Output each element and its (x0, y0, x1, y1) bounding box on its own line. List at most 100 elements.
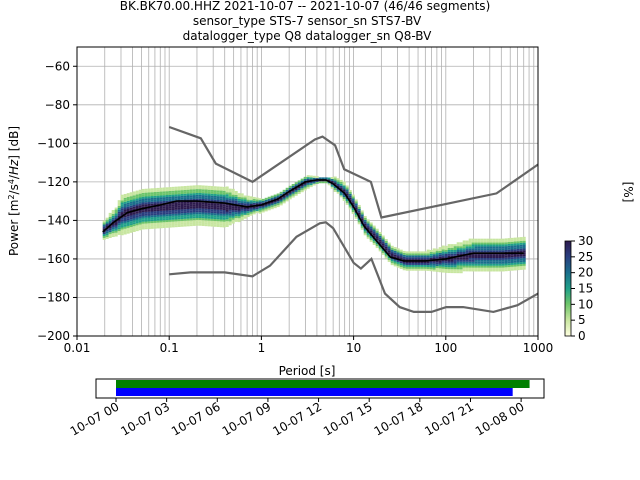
density-cell (156, 222, 160, 225)
density-cell (126, 223, 130, 226)
density-cell (117, 202, 121, 205)
density-cell (255, 209, 259, 212)
density-cell (243, 214, 247, 217)
density-cell (489, 238, 493, 241)
noise-model-nhnm (168, 125, 539, 219)
density-cell (297, 182, 301, 185)
density-cell (177, 213, 181, 216)
density-cell (165, 216, 169, 219)
density-cell (252, 202, 256, 205)
density-cell (270, 203, 274, 206)
density-cell (219, 225, 223, 228)
density-cell (492, 250, 496, 253)
density-cell (471, 263, 475, 266)
density-cell (126, 216, 130, 219)
density-cell (351, 198, 355, 201)
density-cell (180, 207, 184, 210)
density-cell (135, 229, 139, 232)
density-cell (198, 208, 202, 211)
density-cell (267, 206, 271, 209)
title-line-1: BK.BK70.00.HHZ 2021-10-07 -- 2021-10-07 … (120, 0, 491, 13)
density-cell (498, 238, 502, 241)
density-cell (348, 205, 352, 208)
density-cell (387, 242, 391, 245)
density-cell (246, 209, 250, 212)
density-cell (195, 216, 199, 219)
density-cell (156, 226, 160, 229)
density-cell (471, 257, 475, 260)
density-cell (435, 264, 439, 267)
density-cell (177, 217, 181, 220)
density-cell (180, 195, 184, 198)
density-cell (363, 221, 367, 224)
density-cell (180, 209, 184, 212)
density-cell (198, 196, 202, 199)
density-cell (375, 234, 379, 237)
density-cell (435, 267, 439, 270)
density-cell (327, 179, 331, 182)
density-cell (237, 196, 241, 199)
density-cell (270, 207, 274, 210)
density-cell (207, 220, 211, 223)
density-cell (189, 201, 193, 204)
density-cell (102, 226, 106, 229)
density-cell (426, 263, 430, 266)
density-cell (102, 234, 106, 237)
density-cell (303, 182, 307, 185)
density-cell (270, 205, 274, 208)
density-cell (504, 238, 508, 241)
density-cell (402, 268, 406, 271)
density-cell (465, 263, 469, 266)
density-cell (219, 211, 223, 214)
density-cell (201, 191, 205, 194)
density-cell (411, 255, 415, 258)
density-cell (132, 197, 136, 200)
density-cell (141, 223, 145, 226)
density-cell (135, 198, 139, 201)
density-cell (159, 201, 163, 204)
density-cell (336, 178, 340, 181)
density-cell (234, 219, 238, 222)
density-cell (450, 253, 454, 256)
density-cell (153, 226, 157, 229)
density-cell (408, 255, 412, 258)
density-cell (432, 263, 436, 266)
density-cell (162, 208, 166, 211)
density-cell (423, 255, 427, 258)
density-cell (213, 215, 217, 218)
density-cell (273, 202, 277, 205)
density-cell (447, 246, 451, 249)
density-cell (195, 189, 199, 192)
density-cell (507, 247, 511, 250)
density-cell (222, 204, 226, 207)
density-cell (144, 217, 148, 220)
density-cell (117, 209, 121, 212)
density-cell (186, 216, 190, 219)
density-cell (138, 207, 142, 210)
density-cell (240, 214, 244, 217)
density-cell (183, 211, 187, 214)
density-cell (111, 233, 115, 236)
density-cell (366, 232, 370, 235)
density-cell (351, 196, 355, 199)
density-cell (489, 259, 493, 262)
density-cell (423, 266, 427, 269)
density-cell (201, 214, 205, 217)
timeline-tick-label: 10-07 06 (169, 399, 223, 438)
density-cell (201, 195, 205, 198)
density-cell (510, 268, 514, 271)
density-cell (171, 198, 175, 201)
density-cell (342, 195, 346, 198)
density-cell (462, 252, 466, 255)
density-cell (120, 200, 124, 203)
density-cell (129, 211, 133, 214)
density-cell (516, 241, 520, 244)
density-cell (141, 192, 145, 195)
density-cell (342, 183, 346, 186)
density-cell (513, 260, 517, 263)
density-cell (366, 221, 370, 224)
density-cell (504, 265, 508, 268)
density-cell (417, 259, 421, 262)
density-cell (468, 250, 472, 253)
density-cell (414, 251, 418, 254)
